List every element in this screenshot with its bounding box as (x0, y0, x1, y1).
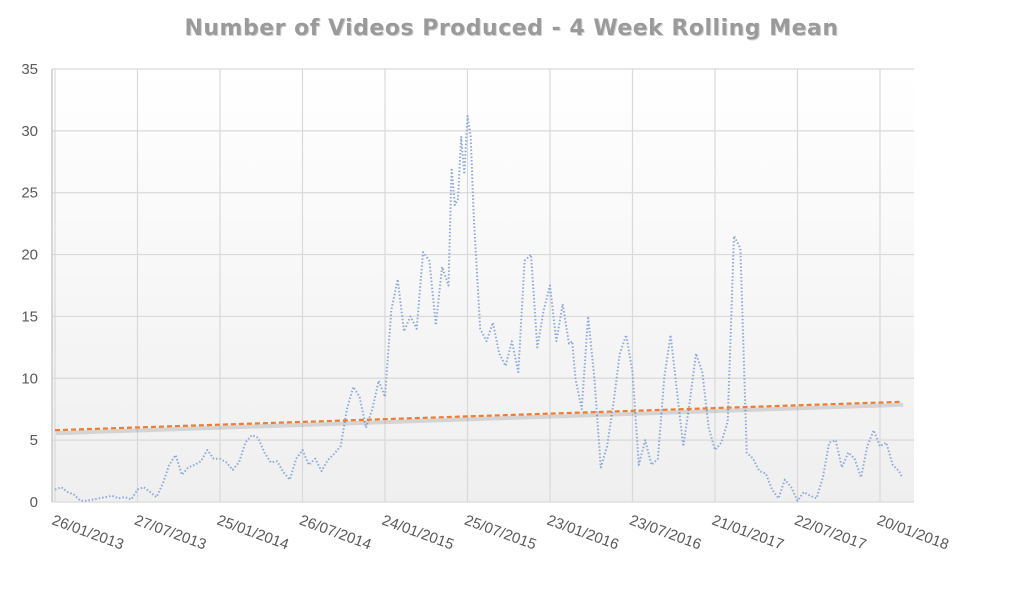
trendline-shadow (55, 402, 904, 436)
x-tick-label: 20/01/2018 (875, 512, 951, 554)
y-tick-label: 25 (21, 185, 38, 202)
x-tick-label: 23/01/2016 (545, 512, 621, 554)
x-tick-label: 26/07/2014 (297, 512, 373, 554)
x-tick-label: 27/07/2013 (132, 512, 208, 554)
chart-title: Number of Videos Produced - 4 Week Rolli… (184, 16, 839, 41)
x-tick-label: 25/01/2014 (215, 512, 291, 554)
plot-area (52, 69, 914, 502)
series-group (54, 115, 904, 502)
y-tick-label: 15 (21, 308, 38, 325)
x-tick-label: 21/01/2017 (710, 512, 786, 554)
trendline (54, 400, 903, 432)
x-tick-label: 23/07/2016 (627, 512, 703, 554)
y-axis-ticks: 0 5 10 15 20 25 30 35 (21, 61, 38, 511)
y-tick-label: 5 (30, 432, 38, 449)
x-axis-ticks: 26/01/2013 27/07/2013 25/01/2014 26/07/2014… (50, 512, 951, 554)
x-tick-label: 24/01/2015 (380, 512, 456, 554)
series-line (54, 115, 904, 502)
y-tick-label: 10 (21, 370, 38, 387)
y-tick-label: 20 (21, 247, 38, 264)
y-tick-label: 30 (21, 123, 38, 140)
y-tick-label: 35 (21, 61, 38, 78)
x-tick-label: 25/07/2015 (462, 512, 538, 554)
x-tick-label: 22/07/2017 (792, 512, 868, 554)
y-tick-label: 0 (30, 494, 38, 511)
x-tick-label: 26/01/2013 (50, 512, 126, 554)
